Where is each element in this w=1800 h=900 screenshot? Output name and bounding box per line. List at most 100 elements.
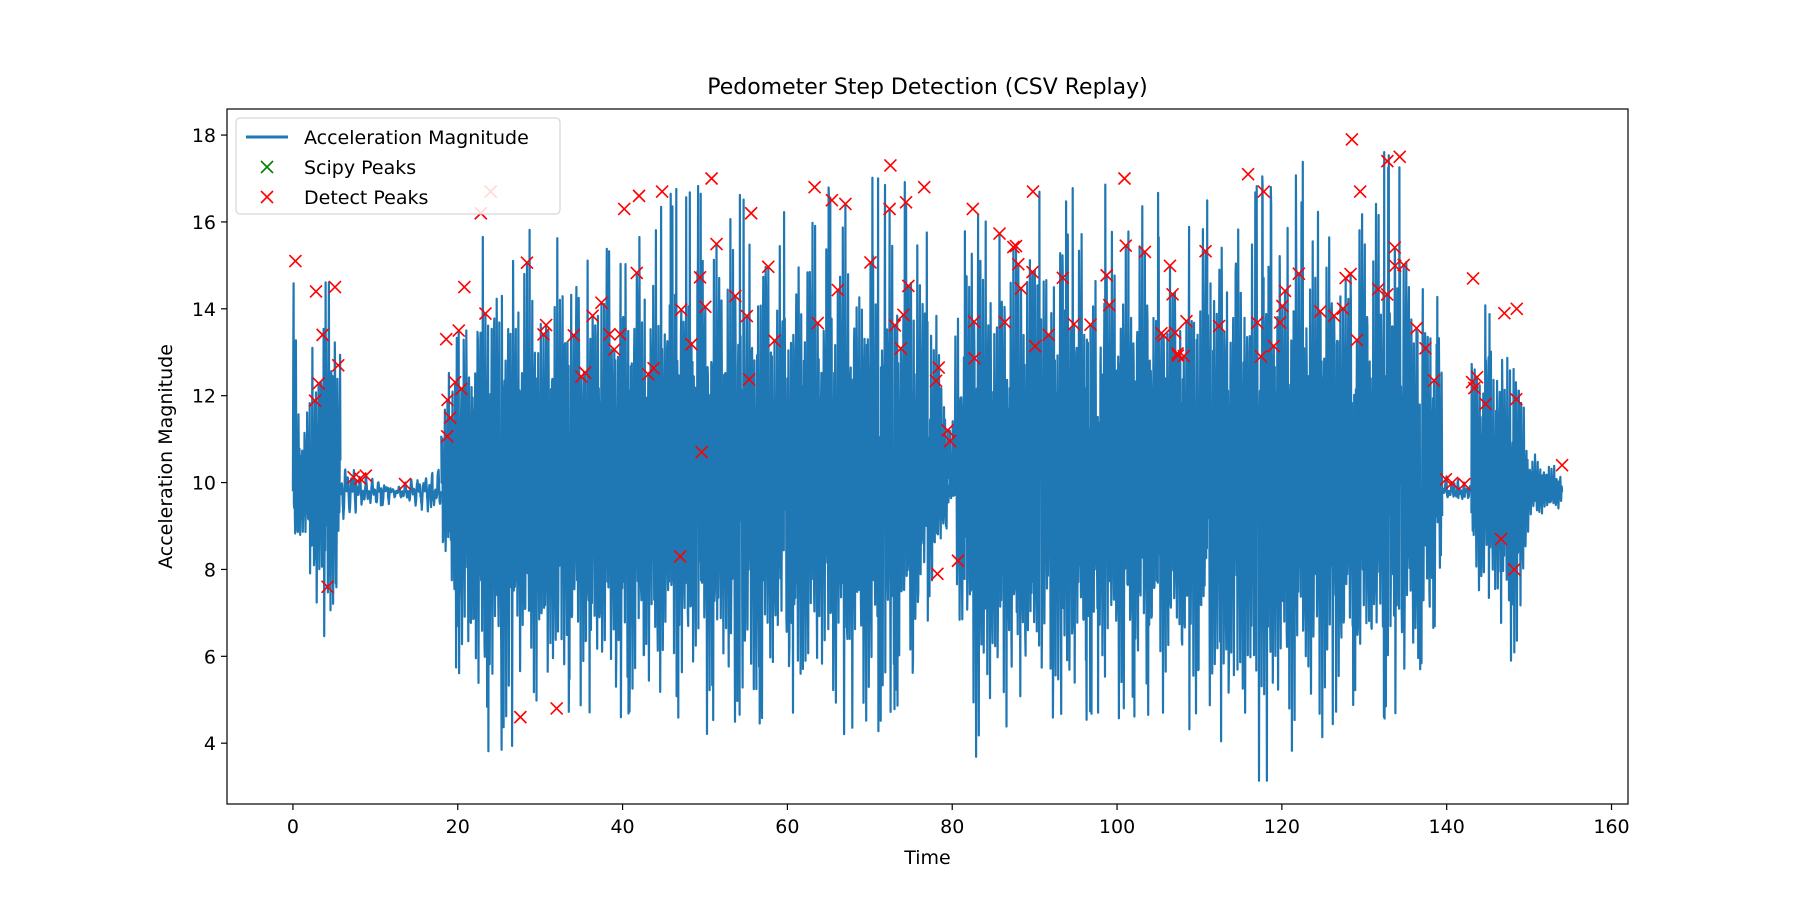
detect-peak-marker: [1445, 476, 1459, 490]
detect-peak-marker: [655, 184, 669, 199]
detect-peak-marker: [1371, 282, 1385, 296]
detect-peak-marker: [917, 180, 931, 194]
detect-peak-marker: [594, 296, 609, 310]
detect-peak-marker: [929, 374, 943, 388]
detect-peak-marker: [613, 327, 627, 341]
x-tick-label: 140: [1429, 816, 1465, 838]
x-tick-label: 160: [1593, 816, 1629, 838]
chart-title: Pedometer Step Detection (CSV Replay): [707, 75, 1148, 100]
detect-peak-marker: [1009, 239, 1023, 253]
detect-peak-marker: [883, 202, 897, 216]
detect-peak-marker: [398, 477, 412, 491]
detect-peak-marker: [1102, 298, 1116, 312]
detect-peak-marker: [1198, 244, 1213, 258]
peaks-layer: [288, 132, 1569, 724]
detect-peak-marker: [567, 328, 581, 342]
detect-peak-marker: [967, 351, 982, 365]
detect-peak-marker: [1457, 477, 1471, 491]
y-tick-label: 14: [192, 299, 216, 321]
detect-peak-marker: [1427, 373, 1441, 388]
detect-peak-marker: [1028, 339, 1042, 353]
detect-peak-marker: [709, 237, 724, 251]
detect-peak-marker: [1479, 397, 1493, 411]
detect-peak-marker: [440, 393, 455, 407]
detect-peak-marker: [536, 327, 551, 341]
x-tick-label: 20: [446, 816, 470, 838]
detect-peak-marker: [1171, 348, 1185, 363]
detect-peak-marker: [452, 323, 466, 338]
detect-peak-marker: [742, 372, 756, 387]
detect-peak-marker: [1336, 302, 1350, 316]
y-tick-label: 10: [192, 473, 216, 495]
detect-peak-marker: [698, 300, 712, 314]
acceleration-line-segment: [440, 176, 949, 753]
detect-peak-marker: [1042, 328, 1056, 342]
detect-peak-marker: [1166, 287, 1180, 301]
detect-peak-marker: [520, 256, 534, 270]
detect-peak-marker: [440, 429, 454, 443]
detect-peak-marker: [478, 306, 493, 321]
legend: Acceleration Magnitude Scipy Peaks Detec…: [235, 117, 561, 215]
detect-peak-marker: [630, 266, 644, 280]
detect-peak-marker: [1177, 349, 1191, 363]
detect-peak-marker: [1327, 309, 1341, 323]
detect-peak-marker: [1497, 306, 1511, 320]
detect-peak-marker: [1380, 154, 1394, 168]
detect-peak-marker: [966, 202, 980, 216]
detect-peak-marker: [674, 303, 688, 317]
detect-peak-marker: [896, 308, 911, 322]
detect-peak-marker: [883, 158, 897, 173]
legend-x-green: [260, 160, 274, 174]
detect-peak-marker: [1056, 271, 1070, 285]
detect-peak-marker: [673, 549, 687, 563]
detect-peak-marker: [550, 701, 564, 716]
detect-peak-marker: [1467, 381, 1481, 395]
detect-peak-marker: [1163, 259, 1177, 273]
detect-peak-marker: [1292, 267, 1306, 281]
detect-peak-marker: [728, 289, 742, 303]
detect-peak-marker: [539, 318, 553, 332]
detect-peak-marker: [1345, 132, 1359, 146]
detect-peak-marker: [838, 197, 852, 211]
acceleration-line-segment: [390, 468, 443, 513]
detect-peak-marker: [1470, 370, 1484, 384]
detect-peak-marker: [1257, 184, 1271, 199]
x-axis-label: Time: [903, 847, 951, 869]
detect-peak-marker: [607, 343, 621, 357]
detect-peak-marker: [992, 227, 1007, 241]
x-tick-label: 120: [1264, 816, 1300, 838]
detect-peak-marker: [454, 382, 468, 396]
y-tick-label: 16: [192, 212, 216, 234]
detect-peak-marker: [1439, 472, 1453, 486]
detect-peak-marker: [1250, 316, 1264, 330]
detect-peak-marker: [811, 316, 825, 330]
detect-peak-marker: [1100, 268, 1114, 282]
detect-peak-marker: [1380, 287, 1394, 302]
detect-peak-marker: [316, 328, 330, 342]
detect-peak-marker: [1241, 167, 1255, 181]
detect-peak-marker: [1555, 458, 1569, 472]
detect-peak-marker: [1350, 333, 1364, 347]
detect-peak-marker: [586, 309, 600, 323]
detect-peak-marker: [930, 567, 944, 581]
detect-peak-marker: [1157, 328, 1171, 342]
detect-peak-marker: [309, 284, 323, 299]
detect-peak-marker: [998, 315, 1012, 329]
detect-peak-marker: [684, 337, 699, 351]
detect-peak-marker: [1409, 321, 1424, 335]
detect-peak-marker: [1026, 184, 1040, 199]
detect-peak-marker: [825, 193, 839, 207]
detect-peak-marker: [617, 202, 631, 216]
legend-swatch-scipy-peaks: [260, 160, 274, 174]
legend-label-detect-peaks: Detect Peaks: [304, 187, 428, 209]
x-tick-label: 100: [1099, 816, 1135, 838]
detect-peak-marker: [1014, 281, 1028, 295]
legend-label-acceleration: Acceleration Magnitude: [304, 127, 529, 149]
detect-peak-marker: [1353, 184, 1367, 199]
axes-frame: [226, 108, 1629, 805]
detect-peak-marker: [513, 710, 527, 724]
y-tick-label: 8: [204, 559, 216, 581]
detect-peak-marker: [888, 318, 902, 333]
detect-peak-marker: [1138, 245, 1152, 259]
y-tick-label: 4: [204, 733, 216, 755]
